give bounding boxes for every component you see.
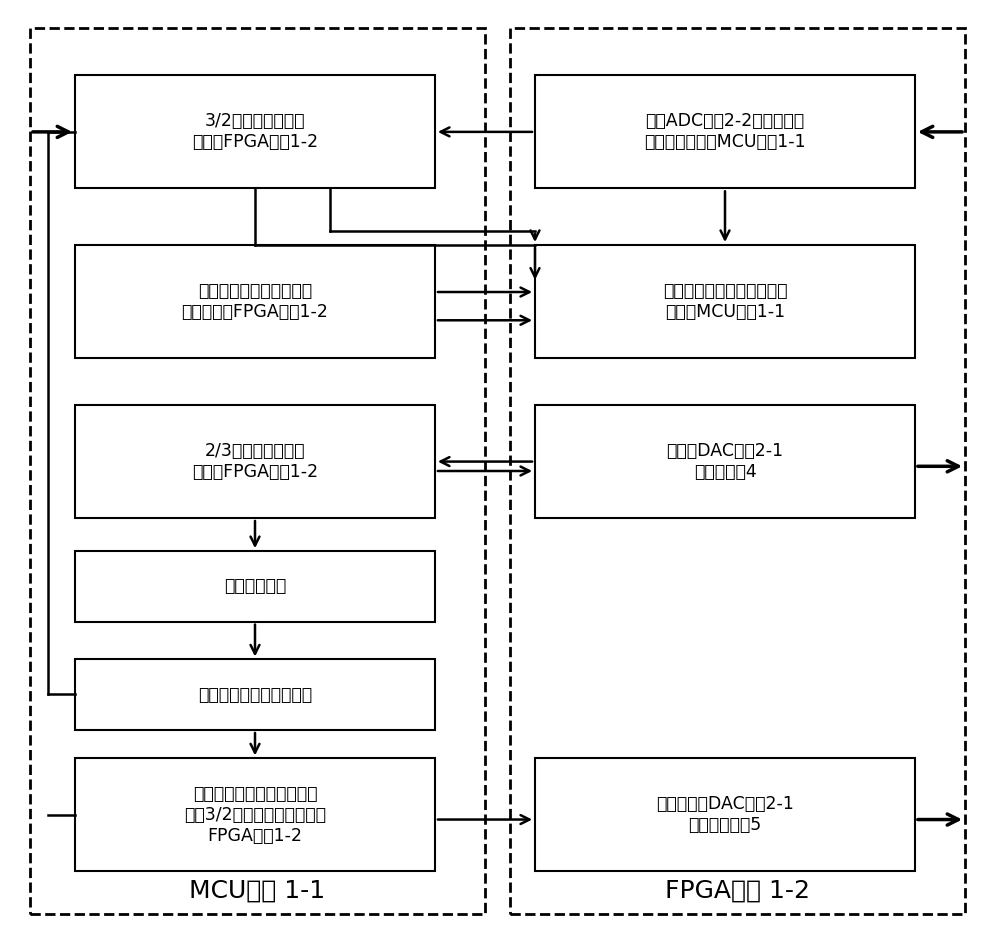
- FancyBboxPatch shape: [535, 758, 915, 871]
- FancyBboxPatch shape: [535, 75, 915, 188]
- FancyBboxPatch shape: [75, 758, 435, 871]
- Text: 电流经DAC单元2-1
送电子负载4: 电流经DAC单元2-1 送电子负载4: [666, 442, 784, 481]
- FancyBboxPatch shape: [75, 551, 435, 622]
- Text: 计算电机转子位置，结果分
别送3/2电压坐标变换环节和
FPGA单元1-2: 计算电机转子位置，结果分 别送3/2电压坐标变换环节和 FPGA单元1-2: [184, 785, 326, 845]
- FancyBboxPatch shape: [535, 245, 915, 358]
- Text: 计算电磁转矩: 计算电磁转矩: [224, 577, 286, 595]
- FancyBboxPatch shape: [535, 405, 915, 518]
- Text: 由负载转矩方程计算转速: 由负载转矩方程计算转速: [198, 686, 312, 704]
- FancyBboxPatch shape: [75, 245, 435, 358]
- Text: 3/2电压坐标变换，
结果送FPGA单元1-2: 3/2电压坐标变换， 结果送FPGA单元1-2: [192, 112, 318, 152]
- Text: 经以太网与上位机通讯，
电机参数送FPGA单元1-2: 经以太网与上位机通讯， 电机参数送FPGA单元1-2: [182, 282, 328, 321]
- Text: MCU单元 1-1: MCU单元 1-1: [189, 878, 326, 902]
- Text: 转子位置经DAC单元2-1
送电机控制器5: 转子位置经DAC单元2-1 送电机控制器5: [656, 795, 794, 835]
- Text: 通过ADC单元2-2测量三相绕
组电压，结果送MCU单元1-1: 通过ADC单元2-2测量三相绕 组电压，结果送MCU单元1-1: [644, 112, 806, 152]
- FancyBboxPatch shape: [75, 405, 435, 518]
- Text: 由电压方程求解绕组电流，
结果送MCU单元1-1: 由电压方程求解绕组电流， 结果送MCU单元1-1: [663, 282, 787, 321]
- Text: 2/3电流坐标变换，
结果送FPGA单元1-2: 2/3电流坐标变换， 结果送FPGA单元1-2: [192, 442, 318, 481]
- FancyBboxPatch shape: [75, 75, 435, 188]
- FancyBboxPatch shape: [75, 659, 435, 730]
- Text: FPGA单元 1-2: FPGA单元 1-2: [665, 878, 810, 902]
